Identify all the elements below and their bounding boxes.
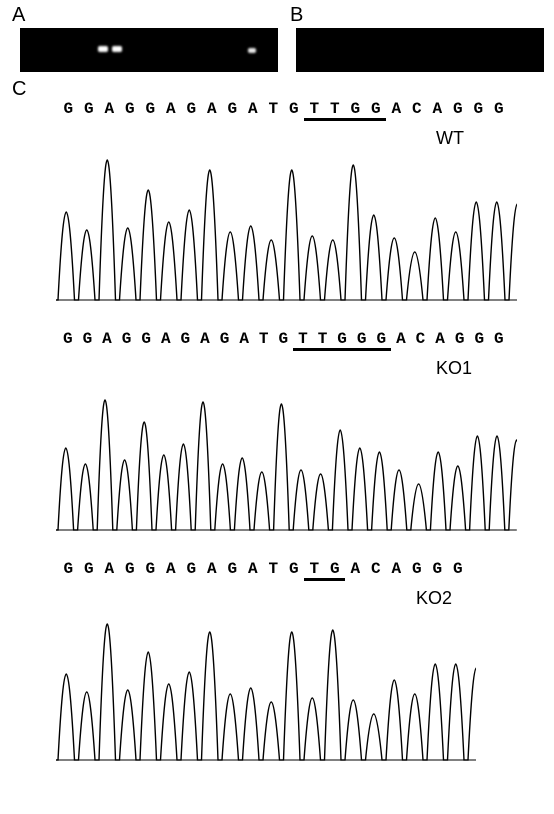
sequence-base: G [58, 100, 79, 118]
sequence-base: T [263, 100, 284, 118]
mutation-underline [304, 118, 386, 121]
sequence-base: A [195, 330, 215, 348]
sequence-base: G [176, 330, 196, 348]
sequence-row: GGAGGAGAGATGTTGGGACAGGG [56, 330, 526, 348]
sequence-base: T [304, 100, 325, 118]
sequence-base: T [293, 330, 313, 348]
sequence-base: T [304, 560, 325, 578]
chromatogram-wt: GGAGGAGAGATGTTGGACAGGGWT [56, 100, 526, 304]
trace-path [56, 160, 517, 300]
sample-label: KO2 [416, 588, 452, 609]
sequence-base: A [386, 560, 407, 578]
sequence-base: C [411, 330, 431, 348]
sequence-base: G [427, 560, 448, 578]
panel-label-c: C [12, 78, 26, 101]
sequence-base: G [181, 100, 202, 118]
panel-label-a: A [12, 4, 25, 27]
sequence-base: G [120, 560, 141, 578]
sequence-base: G [366, 100, 387, 118]
sequence-base: G [325, 560, 346, 578]
sequence-base: G [117, 330, 137, 348]
sequence-base: A [97, 330, 117, 348]
sequence-base: G [345, 100, 366, 118]
sequence-base: A [156, 330, 176, 348]
sequence-base: G [450, 330, 470, 348]
sequence-base: G [79, 560, 100, 578]
sequence-base: G [332, 330, 352, 348]
sequence-base: A [243, 100, 264, 118]
sequence-base: A [391, 330, 411, 348]
sequence-base: G [79, 100, 100, 118]
sequence-base: G [448, 100, 469, 118]
sequence-base: A [161, 560, 182, 578]
gel-panel-b [296, 28, 544, 72]
sequence-base: A [430, 330, 450, 348]
sequence-base: G [469, 330, 489, 348]
sequence-base: T [313, 330, 333, 348]
sequence-base: G [181, 560, 202, 578]
sequence-base: G [284, 100, 305, 118]
sequence-base: G [468, 100, 489, 118]
sequence-base: A [427, 100, 448, 118]
sequence-base: G [352, 330, 372, 348]
sequence-base: C [366, 560, 387, 578]
gel-band [112, 46, 122, 52]
chromatogram-ko2: GGAGGAGAGATGTGACAGGGKO2 [56, 560, 526, 764]
sequence-base: T [263, 560, 284, 578]
sequence-base: G [222, 560, 243, 578]
sequence-base: G [58, 330, 78, 348]
sequence-base: G [215, 330, 235, 348]
sequence-base: A [234, 330, 254, 348]
sequence-base: A [345, 560, 366, 578]
gel-band [248, 48, 256, 53]
sequence-base: G [140, 560, 161, 578]
sequence-base: G [140, 100, 161, 118]
sequence-row: GGAGGAGAGATGTTGGACAGGG [56, 100, 526, 118]
sequence-row: GGAGGAGAGATGTGACAGGG [56, 560, 526, 578]
sequence-base: G [78, 330, 98, 348]
sequence-base: G [489, 330, 509, 348]
sample-label: WT [436, 128, 464, 149]
sequence-base: G [448, 560, 469, 578]
sequence-base: C [407, 100, 428, 118]
mutation-underline [304, 578, 345, 581]
panel-label-b: B [290, 4, 303, 27]
sequence-base: T [254, 330, 274, 348]
sequence-base: G [489, 100, 510, 118]
gel-band [98, 46, 108, 52]
sequence-base: G [58, 560, 79, 578]
sequence-base: G [274, 330, 294, 348]
sequence-base: G [136, 330, 156, 348]
chromatogram-trace [56, 144, 517, 304]
gel-panel-a [20, 28, 278, 72]
sequence-base: G [372, 330, 392, 348]
sequence-base: A [202, 100, 223, 118]
sequence-base: A [161, 100, 182, 118]
trace-path [56, 624, 476, 760]
sample-label: KO1 [436, 358, 472, 379]
mutation-underline [293, 348, 391, 351]
sequence-base: G [222, 100, 243, 118]
sequence-base: A [202, 560, 223, 578]
sequence-base: T [325, 100, 346, 118]
sequence-base: A [99, 100, 120, 118]
chromatogram-trace [56, 374, 517, 534]
trace-path [56, 400, 517, 530]
sequence-base: G [284, 560, 305, 578]
sequence-base: A [386, 100, 407, 118]
sequence-base: G [407, 560, 428, 578]
chromatogram-trace [56, 604, 476, 764]
sequence-base: A [243, 560, 264, 578]
sequence-base: A [99, 560, 120, 578]
sequence-base: G [120, 100, 141, 118]
chromatogram-ko1: GGAGGAGAGATGTTGGGACAGGGKO1 [56, 330, 526, 534]
